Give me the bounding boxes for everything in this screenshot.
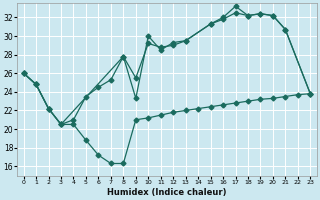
X-axis label: Humidex (Indice chaleur): Humidex (Indice chaleur) — [107, 188, 227, 197]
